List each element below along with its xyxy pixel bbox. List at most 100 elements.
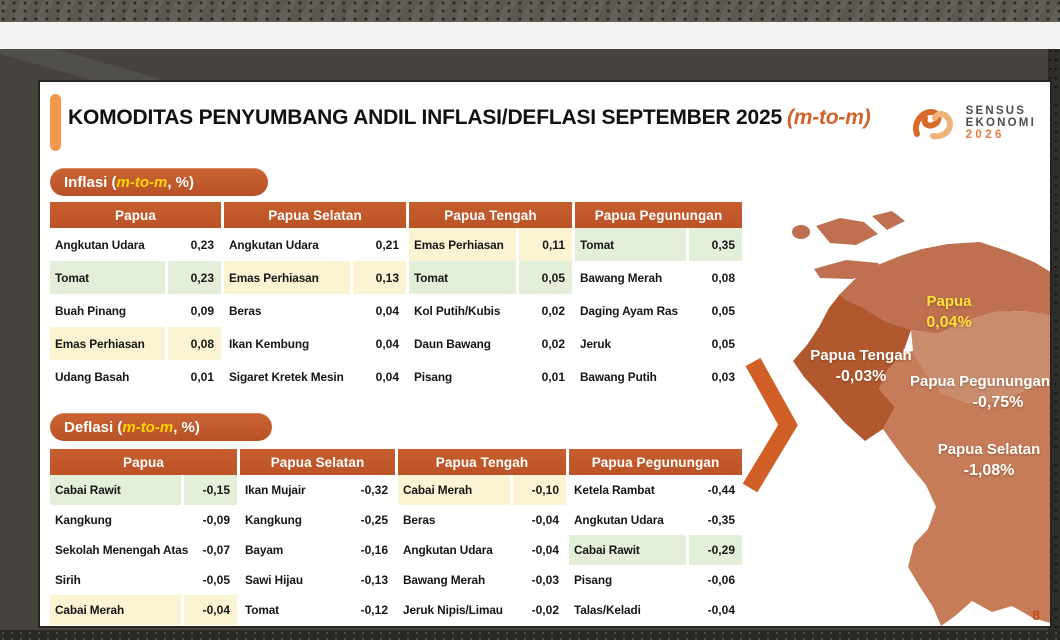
commodity-name: Bawang Merah bbox=[403, 573, 486, 587]
commodity-name: Tomat bbox=[245, 603, 280, 617]
bottom-dark-band bbox=[0, 630, 1060, 640]
deflasi-col-papua-tengah: Papua Tengah Cabai Merah -0,10 Beras -0,… bbox=[398, 449, 566, 625]
map-label-papua-pegunungan: Papua Pegunungan -0,75% bbox=[904, 372, 1050, 414]
map-region-papua-pegunungan bbox=[911, 311, 1050, 403]
map-region-papua-selatan bbox=[879, 351, 1050, 626]
table-row: Angkutan Udara -0,04 bbox=[398, 535, 566, 565]
table-row: Sekolah Menengah Atas -0,07 bbox=[50, 535, 237, 565]
page-title: KOMODITAS PENYUMBANG ANDIL INFLASI/DEFLA… bbox=[68, 106, 948, 130]
region-name: Papua Selatan bbox=[937, 441, 1041, 458]
table-row: Tomat -0,12 bbox=[240, 595, 395, 625]
commodity-value: -0,06 bbox=[707, 573, 735, 587]
commodity-name: Angkutan Udara bbox=[55, 237, 145, 252]
table-row: Kol Putih/Kubis 0,02 bbox=[409, 294, 572, 327]
badge-emph: m-to-m bbox=[122, 418, 174, 436]
region-value: 0,04% bbox=[926, 314, 972, 332]
commodity-name: Daging Ayam Ras bbox=[580, 303, 678, 318]
commodity-name: Bayam bbox=[245, 543, 284, 557]
table-row: Pisang 0,01 bbox=[409, 360, 572, 393]
table-row: Angkutan Udara 0,21 bbox=[224, 228, 406, 261]
commodity-name: Daun Bawang bbox=[414, 336, 491, 351]
commodity-name: Bawang Merah bbox=[580, 270, 663, 285]
commodity-value: -0,32 bbox=[360, 483, 388, 497]
table-row: Sirih -0,05 bbox=[50, 565, 237, 595]
commodity-value: 0,05 bbox=[519, 261, 572, 294]
table-row: Tomat 0,05 bbox=[409, 261, 572, 294]
inflasi-col-papua-tengah: Papua Tengah Emas Perhiasan 0,11 Tomat 0… bbox=[409, 202, 572, 393]
commodity-value: 0,13 bbox=[353, 261, 406, 294]
deflasi-col-papua: Papua Cabai Rawit -0,15 Kangkung -0,09 S… bbox=[50, 449, 237, 625]
commodity-value: -0,09 bbox=[202, 513, 230, 527]
commodity-name: Cabai Rawit bbox=[569, 535, 686, 565]
region-header: Papua Selatan bbox=[224, 202, 406, 228]
region-value: -0,75% bbox=[972, 394, 1024, 412]
table-row: Ketela Rambat -0,44 bbox=[569, 475, 742, 505]
page-number: 8 bbox=[1032, 607, 1040, 623]
slide: KOMODITAS PENYUMBANG ANDIL INFLASI/DEFLA… bbox=[38, 80, 1052, 628]
region-value: -0,03% bbox=[835, 368, 887, 386]
table-row: Jeruk 0,05 bbox=[575, 327, 742, 360]
commodity-name: Buah Pinang bbox=[55, 303, 126, 318]
badge-suffix: , %) bbox=[173, 418, 200, 436]
commodity-name: Sekolah Menengah Atas bbox=[55, 543, 189, 557]
region-name: Papua Tengah bbox=[810, 347, 912, 364]
commodity-value: -0,29 bbox=[689, 535, 742, 565]
deflasi-col-papua-pegunungan: Papua Pegunungan Ketela Rambat -0,44 Ang… bbox=[569, 449, 742, 625]
papua-map: Papua 0,04% Papua Tengah -0,03% Papua Pe… bbox=[788, 200, 1050, 626]
commodity-value: -0,16 bbox=[360, 543, 388, 557]
logo-text: SENSUS EKONOMI 2026 bbox=[966, 105, 1036, 141]
commodity-name: Sawi Hijau bbox=[245, 573, 304, 587]
commodity-name: Angkutan Udara bbox=[574, 513, 664, 527]
table-row: Bawang Merah -0,03 bbox=[398, 565, 566, 595]
commodity-name: Tomat bbox=[50, 261, 165, 294]
table-row: Pisang -0,06 bbox=[569, 565, 742, 595]
table-row: Beras -0,04 bbox=[398, 505, 566, 535]
table-row: Angkutan Udara 0,23 bbox=[50, 228, 221, 261]
table-row: Sawi Hijau -0,13 bbox=[240, 565, 395, 595]
commodity-name: Jeruk bbox=[580, 336, 611, 351]
top-light-strip bbox=[0, 22, 1060, 49]
commodity-value: 0,21 bbox=[375, 237, 399, 252]
commodity-value: -0,07 bbox=[202, 543, 230, 557]
commodity-value: -0,04 bbox=[707, 603, 735, 617]
inflasi-col-papua: Papua Angkutan Udara 0,23 Tomat 0,23 Bua… bbox=[50, 202, 221, 393]
commodity-value: -0,35 bbox=[707, 513, 735, 527]
badge-prefix: Deflasi ( bbox=[64, 418, 123, 436]
commodity-value: 0,08 bbox=[711, 270, 735, 285]
commodity-value: 0,04 bbox=[375, 303, 399, 318]
logo-line1: SENSUS bbox=[965, 104, 1027, 117]
table-row: Ikan Mujair -0,32 bbox=[240, 475, 395, 505]
commodity-name: Tomat bbox=[409, 261, 516, 294]
table-row: Cabai Rawit -0,29 bbox=[569, 535, 742, 565]
commodity-name: Sigaret Kretek Mesin bbox=[229, 369, 344, 384]
commodity-value: 0,23 bbox=[190, 237, 214, 252]
chevron-pointer-icon bbox=[742, 357, 798, 493]
region-header: Papua Pegunungan bbox=[575, 202, 742, 228]
table-row: Bayam -0,16 bbox=[240, 535, 395, 565]
badge-suffix: , %) bbox=[167, 173, 195, 191]
table-row: Cabai Merah -0,04 bbox=[50, 595, 237, 625]
table-row: Emas Perhiasan 0,13 bbox=[224, 261, 406, 294]
commodity-value: -0,44 bbox=[707, 483, 735, 497]
sensus-ekonomi-swirl-icon bbox=[912, 108, 953, 140]
table-row: Kangkung -0,09 bbox=[50, 505, 237, 535]
table-row: Daun Bawang 0,02 bbox=[409, 327, 572, 360]
commodity-value: -0,03 bbox=[531, 573, 559, 587]
top-dark-band bbox=[0, 0, 1060, 22]
commodity-name: Cabai Rawit bbox=[50, 475, 181, 505]
commodity-value: -0,15 bbox=[184, 475, 237, 505]
commodity-value: 0,04 bbox=[375, 369, 399, 384]
table-row: Cabai Rawit -0,15 bbox=[50, 475, 237, 505]
table-row: Bawang Putih 0,03 bbox=[575, 360, 742, 393]
deflasi-col-papua-selatan: Papua Selatan Ikan Mujair -0,32 Kangkung… bbox=[240, 449, 395, 625]
commodity-name: Pisang bbox=[574, 573, 613, 587]
commodity-name: Ikan Mujair bbox=[245, 483, 306, 497]
commodity-name: Kol Putih/Kubis bbox=[414, 303, 501, 318]
commodity-name: Talas/Keladi bbox=[574, 603, 641, 617]
map-region-papua-tengah bbox=[793, 294, 911, 441]
commodity-name: Emas Perhiasan bbox=[50, 327, 165, 360]
title-accent-bar bbox=[50, 94, 61, 151]
map-label-papua: Papua 0,04% bbox=[889, 292, 1009, 334]
region-header: Papua Selatan bbox=[240, 449, 395, 475]
commodity-name: Angkutan Udara bbox=[403, 543, 493, 557]
